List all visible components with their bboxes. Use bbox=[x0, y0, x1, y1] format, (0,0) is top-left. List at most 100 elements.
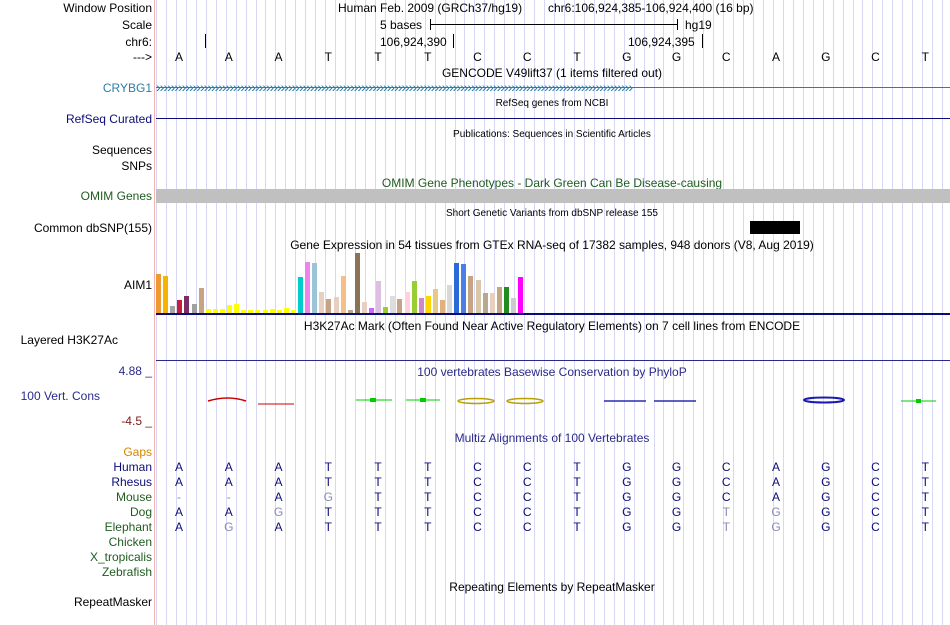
gtex-tissue-bar[interactable] bbox=[290, 309, 296, 313]
strand-arrow-label: ---> bbox=[133, 50, 152, 64]
aligned-base: G bbox=[771, 505, 781, 519]
gtex-tissue-bar[interactable] bbox=[354, 253, 360, 313]
h3k27ac-title[interactable]: H3K27Ac Mark (Often Found Near Active Re… bbox=[303, 319, 801, 333]
gtex-tissue-bar[interactable] bbox=[475, 279, 481, 313]
species-label[interactable]: Mouse bbox=[115, 490, 152, 504]
aligned-base: G bbox=[821, 475, 831, 489]
h3k27ac-label[interactable]: Layered H3K27Ac bbox=[20, 333, 118, 347]
gtex-tissue-bar[interactable] bbox=[361, 302, 367, 313]
gtex-tissue-bar[interactable] bbox=[496, 287, 502, 313]
gtex-tissue-bar[interactable] bbox=[340, 276, 346, 313]
gtex-tissue-bar[interactable] bbox=[482, 293, 488, 313]
gtex-tissue-bar[interactable] bbox=[369, 307, 374, 313]
gtex-tissue-bar[interactable] bbox=[262, 309, 268, 313]
repeatmasker-title[interactable]: Repeating Elements by RepeatMasker bbox=[449, 580, 655, 594]
species-label[interactable]: Chicken bbox=[108, 535, 152, 549]
refseq-title[interactable]: RefSeq genes from NCBI bbox=[495, 98, 609, 109]
dbsnp-variant-block[interactable] bbox=[750, 221, 800, 234]
gtex-tissue-bar[interactable] bbox=[503, 287, 509, 313]
species-label[interactable]: Dog bbox=[129, 505, 152, 519]
snps-label[interactable]: SNPs bbox=[121, 159, 152, 173]
omim-label[interactable]: OMIM Genes bbox=[80, 189, 152, 203]
grid-line bbox=[663, 0, 665, 625]
dbsnp-title[interactable]: Short Genetic Variants from dbSNP releas… bbox=[446, 208, 658, 219]
gtex-tissue-bar[interactable] bbox=[156, 274, 161, 313]
gtex-tissue-bar[interactable] bbox=[269, 309, 275, 313]
gtex-tissue-bar[interactable] bbox=[411, 281, 417, 313]
gtex-tissue-bar[interactable] bbox=[205, 309, 211, 313]
gtex-tissue-bar[interactable] bbox=[248, 309, 254, 313]
aligned-base: G bbox=[821, 520, 831, 534]
omim-title[interactable]: OMIM Gene Phenotypes - Dark Green Can Be… bbox=[381, 176, 723, 190]
phylop-title[interactable]: 100 vertebrates Basewise Conservation by… bbox=[417, 365, 687, 379]
gaps-label[interactable]: Gaps bbox=[123, 445, 152, 459]
gtex-tissue-bar[interactable] bbox=[170, 306, 176, 313]
gtex-tissue-bar[interactable] bbox=[255, 309, 261, 313]
refseq-gene-line[interactable] bbox=[156, 118, 950, 119]
gtex-tissue-bar[interactable] bbox=[468, 276, 474, 313]
gtex-tissue-bar[interactable] bbox=[404, 291, 410, 313]
species-label[interactable]: Human bbox=[113, 460, 152, 474]
phylop-label[interactable]: 100 Vert. Cons bbox=[20, 389, 100, 403]
gtex-tissue-bar[interactable] bbox=[440, 300, 445, 313]
gtex-tissue-bar[interactable] bbox=[163, 276, 169, 313]
gtex-tissue-bar[interactable] bbox=[397, 299, 403, 313]
gtex-tissue-bar[interactable] bbox=[511, 298, 516, 313]
gtex-label[interactable]: AIM1 bbox=[123, 278, 152, 292]
gtex-tissue-bar[interactable] bbox=[234, 303, 240, 313]
grid-line bbox=[563, 0, 565, 625]
gtex-expression-bars[interactable] bbox=[156, 250, 536, 313]
gtex-tissue-bar[interactable] bbox=[326, 299, 332, 313]
gtex-tissue-bar[interactable] bbox=[305, 261, 311, 313]
gtex-tissue-bar[interactable] bbox=[319, 291, 325, 313]
repeatmasker-label[interactable]: RepeatMasker bbox=[73, 595, 152, 609]
gtex-tissue-bar[interactable] bbox=[241, 309, 247, 313]
gtex-tissue-bar[interactable] bbox=[376, 281, 382, 313]
coord-1: 106,924,390 bbox=[380, 35, 447, 49]
gtex-tissue-bar[interactable] bbox=[184, 295, 190, 313]
gtex-tissue-bar[interactable] bbox=[191, 303, 197, 313]
gtex-tissue-bar[interactable] bbox=[425, 295, 431, 313]
grid-line bbox=[842, 0, 844, 625]
refseq-label[interactable]: RefSeq Curated bbox=[65, 112, 152, 126]
gtex-tissue-bar[interactable] bbox=[461, 263, 467, 313]
gtex-tissue-bar[interactable] bbox=[177, 299, 183, 313]
gtex-tissue-bar[interactable] bbox=[227, 305, 232, 313]
gtex-tissue-bar[interactable] bbox=[383, 307, 389, 313]
crybg1-label[interactable]: CRYBG1 bbox=[102, 81, 152, 95]
multiz-title[interactable]: Multiz Alignments of 100 Vertebrates bbox=[454, 431, 650, 445]
crybg1-gene-backbone bbox=[156, 87, 950, 88]
aligned-base: C bbox=[473, 475, 482, 489]
gtex-tissue-bar[interactable] bbox=[212, 309, 218, 313]
species-label[interactable]: X_tropicalis bbox=[89, 550, 152, 564]
gtex-tissue-bar[interactable] bbox=[447, 285, 453, 313]
dbsnp-label[interactable]: Common dbSNP(155) bbox=[33, 221, 152, 235]
gtex-title[interactable]: Gene Expression in 54 tissues from GTEx … bbox=[290, 238, 814, 252]
gtex-tissue-bar[interactable] bbox=[198, 287, 204, 313]
species-label[interactable]: Elephant bbox=[104, 520, 152, 534]
aligned-base: C bbox=[871, 505, 880, 519]
gtex-tissue-bar[interactable] bbox=[333, 297, 339, 313]
species-label[interactable]: Rhesus bbox=[111, 475, 152, 489]
publications-title[interactable]: Publications: Sequences in Scientific Ar… bbox=[453, 129, 651, 140]
gtex-tissue-bar[interactable] bbox=[432, 289, 438, 313]
gtex-tissue-bar[interactable] bbox=[276, 309, 282, 313]
species-label[interactable]: Zebrafish bbox=[101, 565, 152, 579]
phylop-conservation-plot[interactable] bbox=[156, 385, 950, 415]
gtex-tissue-bar[interactable] bbox=[418, 298, 424, 313]
gtex-tissue-bar[interactable] bbox=[283, 308, 289, 313]
gtex-tissue-bar[interactable] bbox=[312, 263, 318, 313]
gtex-tissue-bar[interactable] bbox=[219, 309, 225, 313]
gtex-tissue-bar[interactable] bbox=[390, 295, 396, 313]
grid-line bbox=[772, 0, 774, 625]
gtex-tissue-bar[interactable] bbox=[454, 263, 460, 313]
gtex-tissue-bar[interactable] bbox=[489, 293, 495, 313]
gtex-tissue-bar[interactable] bbox=[518, 277, 524, 313]
omim-gene-bar[interactable] bbox=[156, 189, 950, 203]
gtex-tissue-bar[interactable] bbox=[298, 277, 303, 313]
sequences-label[interactable]: Sequences bbox=[91, 143, 152, 157]
gtex-tissue-bar[interactable] bbox=[347, 309, 353, 313]
gencode-title[interactable]: GENCODE V49lift37 (1 items filtered out) bbox=[441, 66, 663, 80]
crybg1-gene-line[interactable]: ››››››››››››››››››››››››››››››››››››››››… bbox=[156, 80, 950, 94]
grid-line bbox=[932, 0, 934, 625]
